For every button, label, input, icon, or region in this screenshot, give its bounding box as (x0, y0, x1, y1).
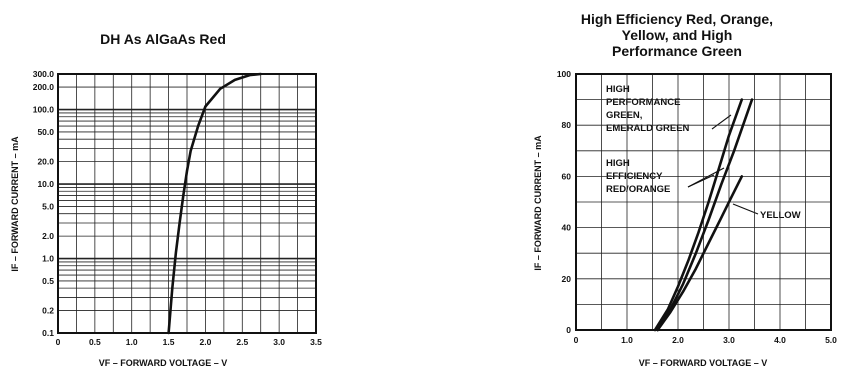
left-x-tick-label: 1.5 (163, 337, 175, 347)
right-chart-title-line-3: Performance Green (612, 43, 742, 59)
right-y-axis-label: IF – FORWARD CURRENT – mA (533, 135, 543, 271)
left-x-tick-label: 0.5 (89, 337, 101, 347)
left-y-tick-label: 10.0 (37, 179, 54, 189)
left-plot-frame (57, 73, 317, 334)
right-y-tick-label: 20 (562, 274, 572, 284)
annotation-green-line-1: HIGH (606, 84, 630, 95)
right-y-tick-label: 60 (562, 171, 572, 181)
left-y-tick-label: 5.0 (42, 201, 54, 211)
right-y-tick-label: 40 (562, 223, 572, 233)
chart-marks: 0 0.5 1.0 1.5 2.0 2.5 3.0 3.5 300.0 200.0 100.0 50.… (33, 69, 837, 347)
left-y-axis-label: IF – FORWARD CURRENT – mA (10, 136, 20, 272)
annotation-green-line-2: PERFORMANCE (606, 97, 680, 108)
left-y-tick-label: 50.0 (37, 127, 54, 137)
right-series-green-line (653, 98, 744, 332)
annotation-green: HIGH PERFORMANCE GREEN, EMERALD GREEN (606, 84, 690, 134)
right-series-yellow-line (656, 175, 744, 332)
right-y-tick-label: 0 (566, 325, 571, 335)
right-series-red-orange-line (656, 98, 754, 332)
right-plot-frame (575, 73, 832, 331)
right-x-tick-label: 3.0 (723, 335, 735, 345)
right-chart-title-line-2: Yellow, and High (622, 27, 733, 43)
left-y-tick-label: 200.0 (33, 82, 55, 92)
left-y-tick-label: 2.0 (42, 231, 54, 241)
right-x-tick-label: 1.0 (621, 335, 633, 345)
left-x-tick-label: 3.0 (273, 337, 285, 347)
right-y-tick-label: 80 (562, 120, 572, 130)
leader-red-orange-b (687, 174, 715, 188)
left-series-line (167, 72, 262, 335)
left-x-tick-label: 0 (56, 337, 61, 347)
right-chart-title-line-1: High Efficiency Red, Orange, (581, 11, 773, 27)
annotation-red-orange-line-1: HIGH (606, 158, 630, 169)
left-y-tick-label: 0.5 (42, 276, 54, 286)
right-x-tick-label: 5.0 (825, 335, 837, 345)
right-x-tick-label: 2.0 (672, 335, 684, 345)
annotation-green-line-3: GREEN, (606, 110, 642, 121)
annotation-green-line-4: EMERALD GREEN (606, 123, 690, 134)
right-y-tick-label: 100 (557, 69, 571, 79)
left-x-tick-label: 3.5 (310, 337, 322, 347)
left-y-tick-label: 0.1 (42, 328, 54, 338)
left-y-tick-label: 300.0 (33, 69, 55, 79)
left-x-tick-label: 2.0 (200, 337, 212, 347)
left-y-tick-label: 1.0 (42, 254, 54, 264)
annotation-red-orange-line-3: RED/ORANGE (606, 184, 670, 195)
left-y-tick-label: 20.0 (37, 157, 54, 167)
leader-green (711, 114, 732, 130)
left-chart-title: DH As AlGaAs Red (100, 31, 226, 47)
left-x-axis-label: VF – FORWARD VOLTAGE – V (99, 358, 228, 368)
left-y-tick-label: 0.2 (42, 306, 54, 316)
right-x-tick-label: 4.0 (774, 335, 786, 345)
right-x-tick-label: 0 (574, 335, 579, 345)
right-x-axis-label: VF – FORWARD VOLTAGE – V (639, 358, 768, 368)
left-x-tick-label: 1.0 (126, 337, 138, 347)
left-x-tick-label: 2.5 (236, 337, 248, 347)
leader-yellow (732, 203, 759, 215)
left-y-tick-label: 100.0 (33, 105, 55, 115)
